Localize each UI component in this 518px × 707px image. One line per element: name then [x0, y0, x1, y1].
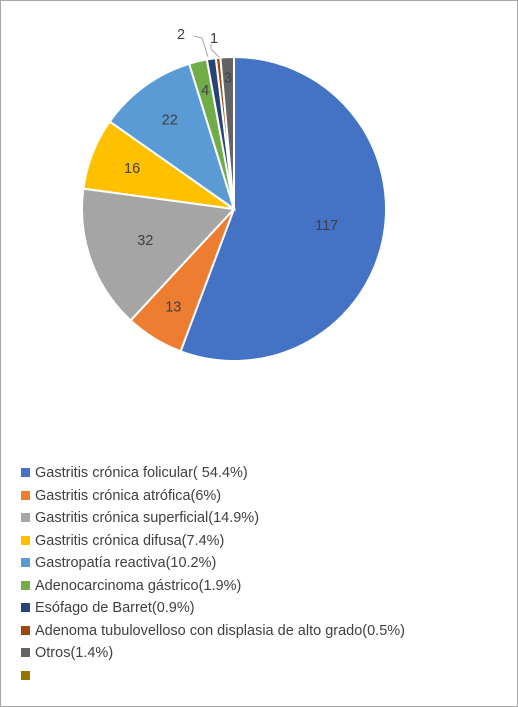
data-label: 16: [124, 161, 140, 177]
legend-label: Gastropatía reactiva(10.2%): [35, 555, 217, 571]
legend-item: Adenocarcinoma gástrico(1.9%): [19, 575, 514, 598]
leader-line: [210, 44, 221, 59]
pie-slice: [179, 55, 387, 362]
legend-swatch: [21, 468, 30, 477]
legend-swatch: [21, 648, 30, 657]
leader-line: [193, 35, 209, 58]
legend-swatch: [21, 490, 30, 500]
legend-item: Gastritis crónica atrófica(6%): [19, 485, 514, 508]
pie-slice: [81, 187, 237, 322]
legend-swatch: [21, 603, 30, 612]
legend-label: Adenoma tubulovelloso con displasia de a…: [35, 622, 405, 639]
legend-swatch: [21, 580, 30, 590]
legend-swatch: [21, 535, 30, 545]
data-label: 3: [224, 70, 232, 86]
data-label: 1: [210, 31, 218, 47]
legend-swatch: [21, 670, 30, 680]
pie-slice: [219, 55, 235, 210]
legend-label: Esófago de Barret(0.9%): [35, 600, 195, 616]
legend-label: Gastritis crónica folicular( 54.4%): [35, 465, 248, 481]
data-label: 32: [137, 233, 153, 249]
legend-item: Gastritis crónica folicular( 54.4%): [19, 462, 514, 485]
data-label: 117: [315, 218, 338, 234]
data-label: 2: [177, 27, 185, 43]
legend-item: Gastritis crónica difusa(7.4%): [19, 530, 514, 553]
legend-swatch: [21, 558, 30, 567]
legend-label: Otros(1.4%): [35, 645, 114, 661]
data-label: 4: [201, 83, 209, 99]
pie-slice: [108, 62, 236, 212]
legend-label: Adenocarcinoma gástrico(1.9%): [35, 577, 242, 594]
legend-swatch: [21, 625, 30, 635]
legend-item: Otros(1.4%): [19, 642, 514, 665]
data-label: 13: [165, 299, 181, 315]
legend-item: [19, 665, 514, 688]
legend: Gastritis crónica folicular( 54.4%) Gastr…: [19, 462, 514, 687]
data-label: 22: [162, 113, 178, 129]
legend-item: Esófago de Barret(0.9%): [19, 597, 514, 620]
legend-swatch: [21, 513, 30, 522]
legend-label: Gastritis crónica atrófica(6%): [35, 487, 222, 504]
legend-item: Gastritis crónica superficial(14.9%): [19, 507, 514, 530]
legend-label: Gastritis crónica superficial(14.9%): [35, 510, 260, 526]
legend-label: Gastritis crónica difusa(7.4%): [35, 532, 225, 549]
legend-item: Gastropatía reactiva(10.2%): [19, 552, 514, 575]
legend-item: Adenoma tubulovelloso con displasia de a…: [19, 620, 514, 643]
